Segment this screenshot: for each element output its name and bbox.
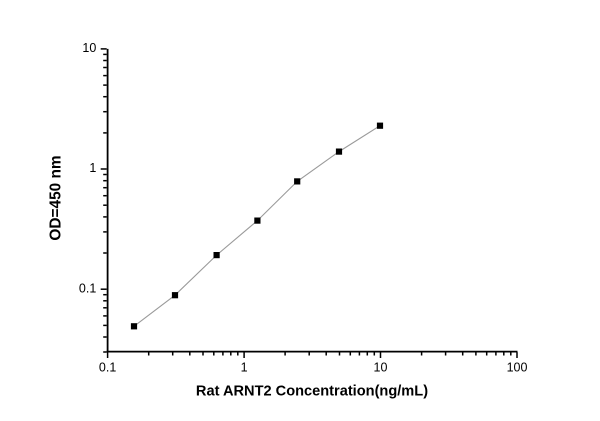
svg-text:OD=450 nm: OD=450 nm [48,155,65,240]
svg-text:0.1: 0.1 [79,281,96,295]
svg-text:100: 100 [507,361,528,375]
svg-text:1: 1 [241,361,248,375]
svg-text:Rat ARNT2 Concentration(ng/mL): Rat ARNT2 Concentration(ng/mL) [196,383,428,399]
svg-text:10: 10 [374,361,388,375]
svg-text:0.1: 0.1 [99,361,116,375]
svg-text:10: 10 [82,41,96,55]
svg-text:1: 1 [89,161,96,175]
